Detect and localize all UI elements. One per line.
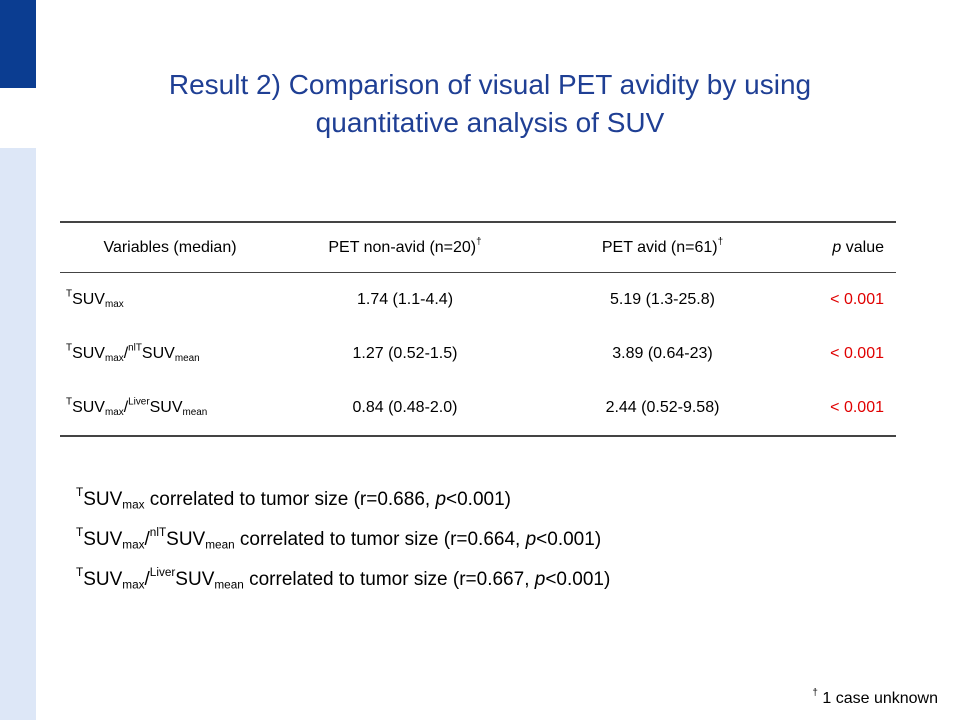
p-value-cell: < 0.001 (830, 345, 884, 362)
statement-line: TSUVmax correlated to tumor size (r=0.68… (76, 486, 511, 512)
dagger-mark: † (476, 236, 482, 248)
variable-cell: TSUVmax (66, 288, 124, 310)
footnote: † 1 case unknown (812, 687, 938, 707)
header-non-avid: PET non-avid (n=20)† (328, 236, 482, 256)
avid-cell: 5.19 (1.3-25.8) (610, 291, 715, 308)
title-line-1: Result 2) Comparison of visual PET avidi… (168, 69, 812, 100)
table-header-row: Variables (median) PET non-avid (n=20)† … (60, 223, 896, 273)
accent-bar-top (0, 0, 36, 88)
p-value-cell: < 0.001 (830, 291, 884, 308)
statement-line: TSUVmax/LiverSUVmean correlated to tumor… (76, 566, 611, 592)
header-avid: PET avid (n=61)† (601, 236, 724, 256)
title-line-2: quantitative analysis of SUV (315, 107, 665, 138)
statement-line: TSUVmax/nlTSUVmean correlated to tumor s… (76, 526, 602, 552)
results-table: Variables (median) PET non-avid (n=20)† … (60, 221, 896, 437)
avid-cell: 3.89 (0.64-23) (612, 345, 713, 362)
correlation-statements: TSUVmax correlated to tumor size (r=0.68… (76, 484, 916, 604)
header-p-value: p value (832, 238, 884, 256)
dagger-mark: † (812, 687, 818, 699)
variable-cell: TSUVmax/nlTSUVmean (66, 342, 200, 364)
table-row: TSUVmax/nlTSUVmean 1.27 (0.52-1.5) 3.89 … (60, 327, 896, 381)
slide-title: Result 2) Comparison of visual PET avidi… (60, 66, 920, 142)
non-avid-cell: 0.84 (0.48-2.0) (352, 399, 458, 416)
non-avid-cell: 1.74 (1.1-4.4) (356, 291, 454, 308)
variable-cell: TSUVmax/LiverSUVmean (66, 396, 208, 418)
dagger-mark: † (717, 236, 724, 248)
non-avid-cell: 1.27 (0.52-1.5) (352, 345, 458, 362)
accent-bar-side (0, 148, 36, 720)
header-variables: Variables (median) (103, 238, 237, 256)
avid-cell: 2.44 (0.52-9.58) (605, 399, 720, 416)
p-value-cell: < 0.001 (830, 399, 884, 416)
table-row: TSUVmax 1.74 (1.1-4.4) 5.19 (1.3-25.8) <… (60, 273, 896, 327)
table-row: TSUVmax/LiverSUVmean 0.84 (0.48-2.0) 2.4… (60, 381, 896, 435)
